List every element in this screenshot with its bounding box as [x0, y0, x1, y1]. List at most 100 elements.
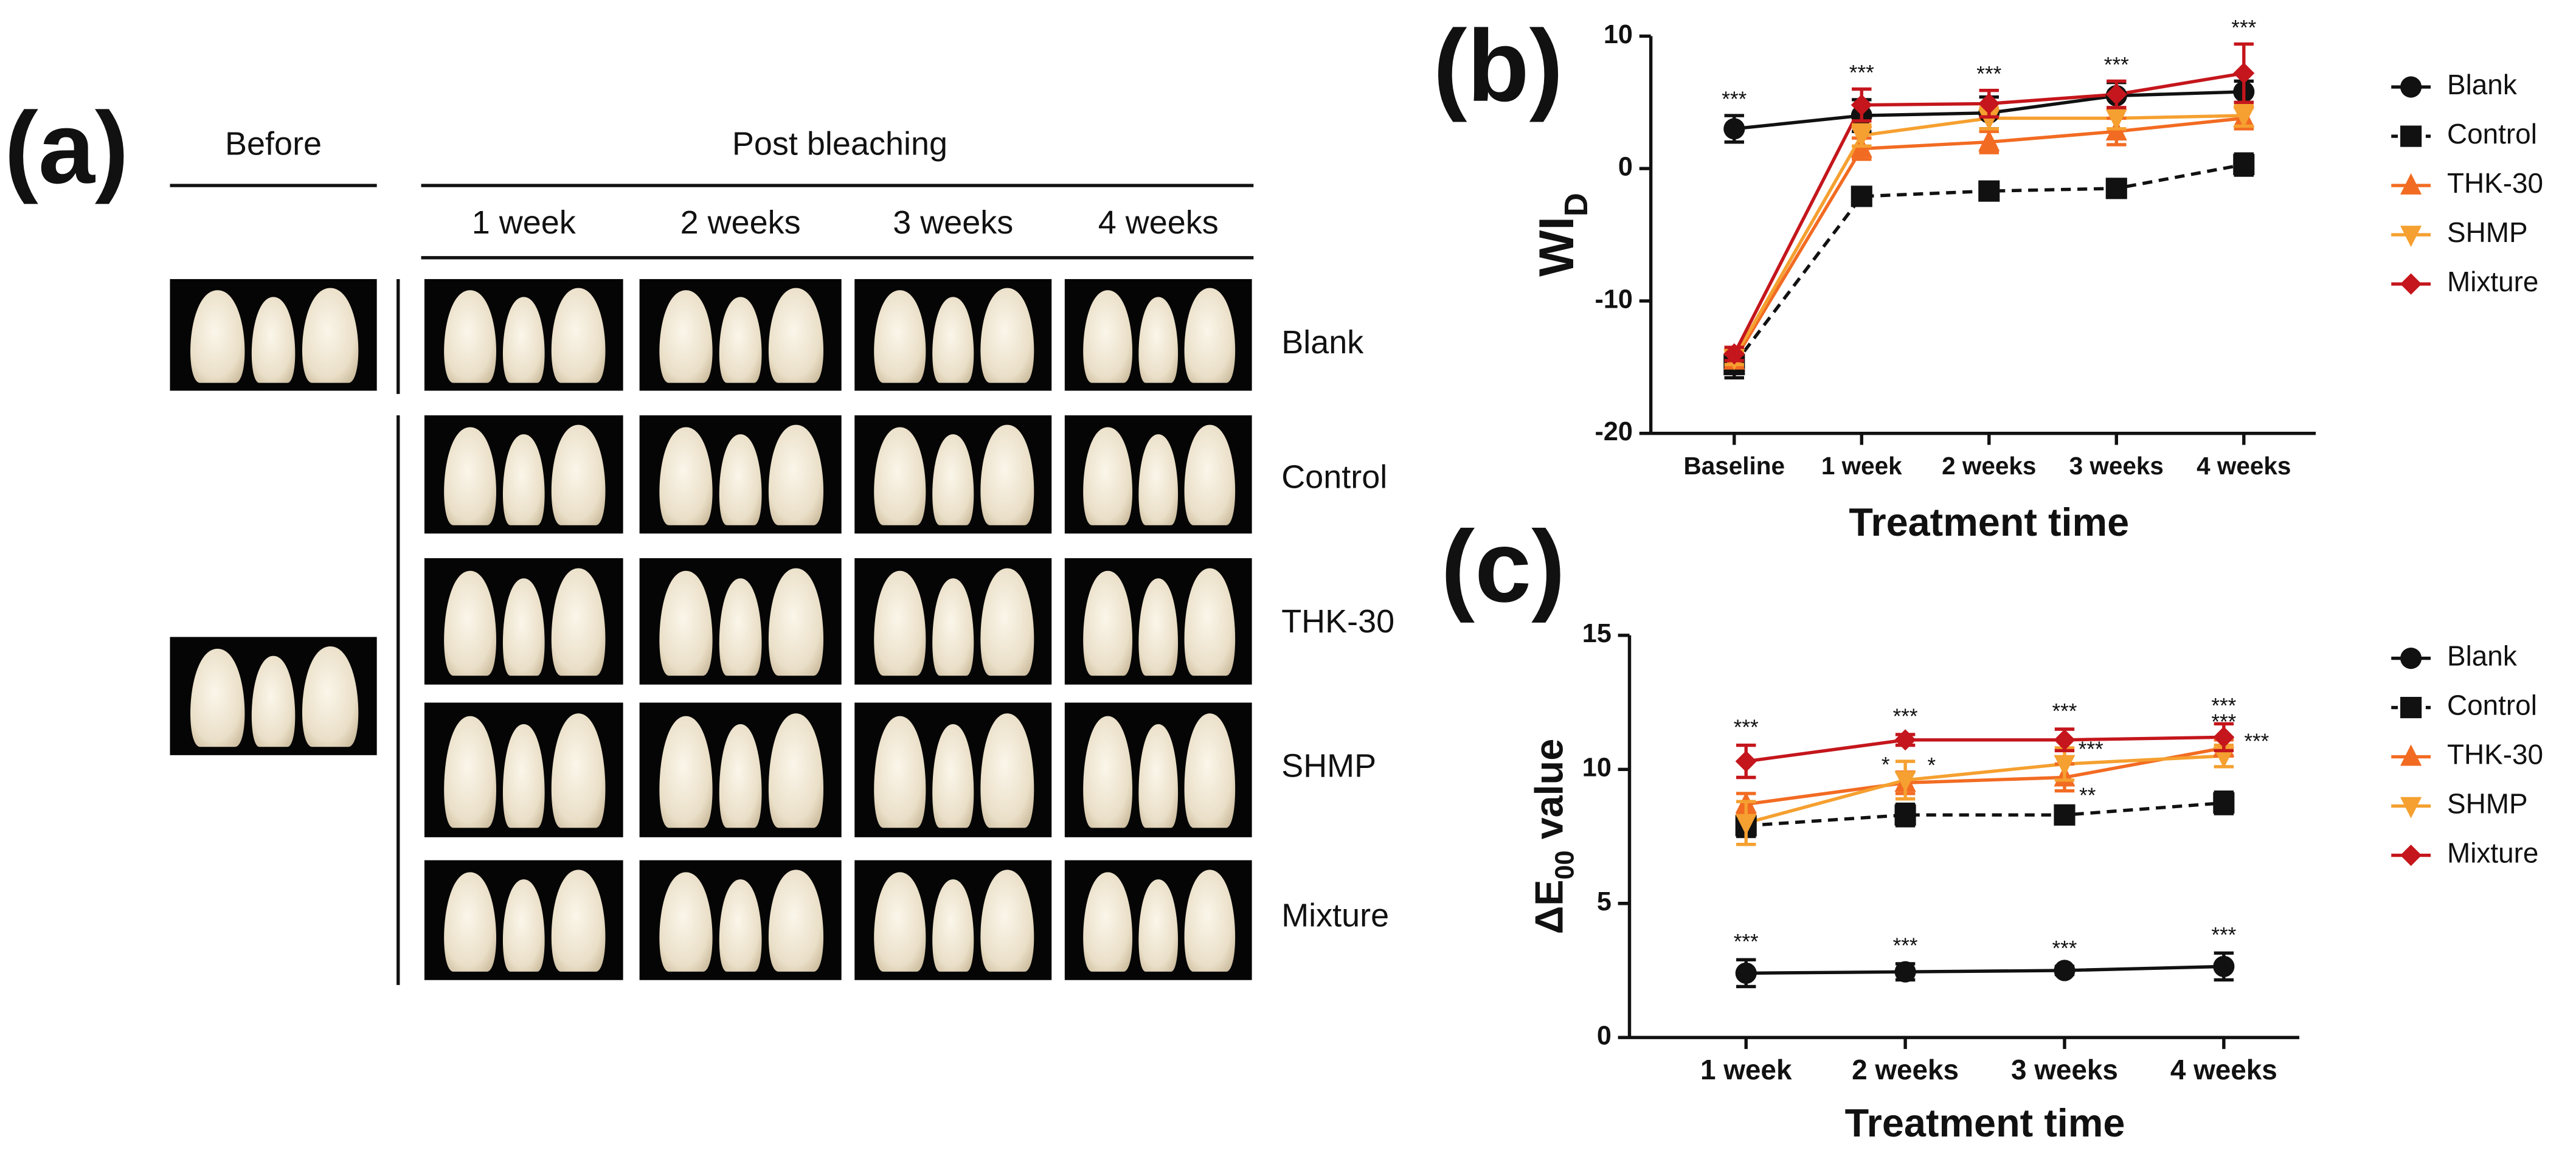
- tooth: [1138, 297, 1179, 383]
- row-label: Mixture: [1281, 897, 1389, 933]
- marker: [1851, 94, 1872, 116]
- marker: [1894, 804, 1916, 826]
- significance-label: ***: [1893, 705, 1918, 728]
- tooth: [444, 716, 496, 828]
- marker: [2233, 62, 2255, 84]
- tooth: [1138, 879, 1179, 972]
- marker: [1894, 729, 1916, 751]
- y-tick-label: 10: [1604, 20, 1633, 49]
- marker: [1851, 185, 1872, 207]
- tooth: [932, 578, 974, 676]
- column-header: 2 weeks: [680, 204, 801, 241]
- tooth: [768, 870, 824, 972]
- x-axis-label: Treatment time: [1845, 1101, 2125, 1145]
- legend-label: THK-30: [2447, 739, 2543, 770]
- marker: [2213, 792, 2235, 814]
- significance-label: ***: [2079, 738, 2103, 761]
- tooth: [1083, 716, 1133, 828]
- tooth: [768, 424, 824, 525]
- y-axis-label-sub: 00: [1551, 850, 1580, 879]
- series-line: [1746, 964, 2224, 975]
- marker: [2213, 955, 2235, 977]
- marker: [2054, 804, 2076, 826]
- column-header: Post bleaching: [732, 126, 947, 162]
- x-tick-label: 4 weeks: [2197, 452, 2291, 480]
- marker: [2233, 106, 2255, 128]
- legend-label: SHMP: [2447, 216, 2528, 248]
- significance-label: ***: [1976, 63, 2001, 86]
- marker: [1723, 343, 1745, 365]
- panel-label: (b): [1433, 9, 1563, 123]
- tooth: [659, 427, 713, 525]
- y-tick-label: 5: [1597, 887, 1612, 916]
- tooth: [302, 646, 359, 747]
- y-axis-label-tail: value: [1527, 739, 1571, 851]
- tooth: [551, 424, 606, 525]
- x-tick-label: 4 weeks: [2170, 1054, 2277, 1085]
- tooth: [1083, 427, 1133, 525]
- tooth: [444, 427, 496, 525]
- legend-label: Blank: [2447, 640, 2517, 672]
- tooth: [502, 434, 545, 525]
- tooth: [251, 297, 296, 383]
- significance-label: ***: [1734, 930, 1759, 954]
- series-line: [1733, 162, 2245, 366]
- tooth: [874, 290, 926, 383]
- marker: [2105, 109, 2127, 131]
- tooth: [719, 434, 762, 525]
- tooth: [659, 716, 713, 828]
- marker: [1978, 180, 2000, 202]
- marker: [1735, 814, 1757, 836]
- marker: [2400, 125, 2422, 147]
- tooth: [1184, 713, 1236, 828]
- row-label: THK-30: [1281, 603, 1394, 640]
- tooth: [980, 424, 1034, 525]
- y-tick-label: 0: [1618, 153, 1633, 182]
- marker: [2400, 76, 2422, 98]
- marker: [2213, 747, 2235, 769]
- tooth: [502, 879, 545, 972]
- legend-label: Control: [2447, 118, 2537, 150]
- tooth: [1184, 870, 1236, 972]
- tooth: [444, 290, 496, 383]
- tooth: [551, 713, 606, 828]
- tooth: [768, 713, 824, 828]
- marker: [2400, 697, 2422, 719]
- tooth: [719, 297, 762, 383]
- marker: [2400, 845, 2422, 867]
- y-tick-label: -20: [1595, 417, 1633, 446]
- legend-label: Control: [2447, 690, 2537, 721]
- x-tick-label: 1 week: [1700, 1054, 1792, 1085]
- marker: [1735, 750, 1757, 772]
- tooth: [1138, 578, 1179, 676]
- tooth: [502, 297, 545, 383]
- tooth: [1138, 434, 1179, 525]
- tooth: [980, 713, 1034, 828]
- row-label: Control: [1281, 459, 1387, 496]
- tooth: [932, 879, 974, 972]
- tooth: [932, 297, 974, 383]
- y-axis-label: WID: [1530, 193, 1595, 277]
- tooth: [551, 288, 606, 383]
- significance-label: ***: [1893, 934, 1918, 958]
- x-tick-label: Baseline: [1684, 452, 1785, 480]
- y-tick-label: 15: [1582, 619, 1612, 648]
- column-header: 1 week: [472, 204, 576, 241]
- tooth: [768, 288, 824, 383]
- significance-label: ***: [1722, 88, 1747, 111]
- marker: [2105, 178, 2127, 199]
- significance-label: ***: [2052, 699, 2077, 723]
- row-label: SHMP: [1281, 748, 1376, 784]
- tooth: [502, 724, 545, 828]
- marker: [1978, 109, 2000, 131]
- significance-label: ***: [1734, 716, 1759, 739]
- y-axis-label-text: ΔE: [1527, 879, 1571, 934]
- y-tick-label: -10: [1595, 285, 1633, 314]
- y-axis-label: ΔE00 value: [1527, 739, 1580, 934]
- tooth: [1184, 288, 1236, 383]
- marker: [2400, 648, 2422, 669]
- tooth: [190, 648, 245, 747]
- y-tick-label: 10: [1582, 753, 1612, 783]
- series-line: [1733, 116, 2245, 362]
